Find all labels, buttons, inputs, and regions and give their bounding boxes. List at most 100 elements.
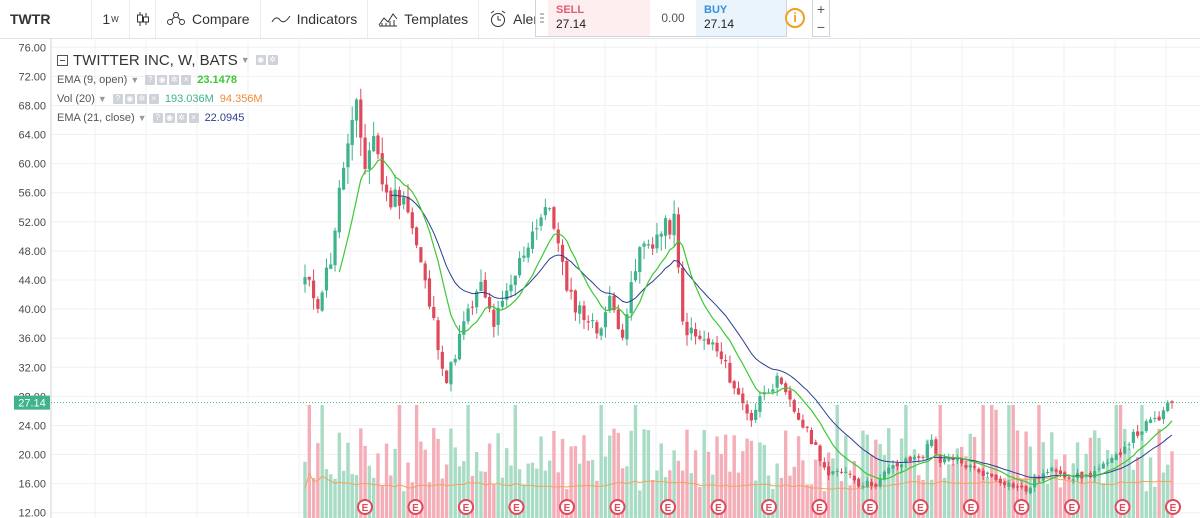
volume-bar (736, 472, 741, 518)
caret-down-icon[interactable]: ▼ (137, 112, 147, 123)
eye-icon[interactable]: ◉ (255, 55, 266, 65)
volume-bar (711, 474, 715, 518)
candle-body (930, 439, 934, 447)
help-icon[interactable]: ? (152, 112, 163, 123)
symbol-search[interactable]: TWTR (0, 0, 92, 38)
zoom-out-button[interactable]: − (816, 19, 826, 35)
y-tick-label: 48.00 (18, 246, 46, 258)
candle-body (359, 99, 363, 138)
volume-bar (1148, 457, 1153, 518)
close-icon[interactable]: × (148, 93, 159, 104)
candle-body (526, 247, 530, 258)
collapse-icon[interactable] (57, 54, 68, 66)
close-icon[interactable]: × (188, 112, 199, 123)
volume-bar (642, 429, 646, 518)
volume-bar (359, 428, 363, 518)
volume-bar (311, 477, 316, 518)
volume-bar (1161, 472, 1166, 518)
help-icon[interactable]: ? (112, 93, 123, 104)
chart-style-button[interactable] (130, 0, 156, 38)
candle-body (857, 478, 861, 487)
volume-bar (560, 438, 565, 518)
settings-icon[interactable]: ✲ (267, 55, 278, 65)
volume-bar (805, 484, 809, 518)
candle-body (663, 218, 668, 236)
candle-body (917, 456, 921, 458)
volume-bar (406, 462, 410, 518)
caret-down-icon[interactable]: ▼ (130, 74, 140, 85)
candle-body (711, 342, 715, 345)
zoom-in-button[interactable]: + (816, 1, 826, 17)
candle-body (728, 362, 732, 383)
alert-button[interactable]: Alert (479, 0, 552, 38)
candle-body (535, 228, 539, 230)
volume-bar (466, 405, 470, 518)
caret-down-icon[interactable]: ▼ (97, 93, 107, 104)
candle-body (681, 267, 685, 322)
candle-body (869, 481, 874, 486)
volume-bar (414, 405, 419, 518)
eye-icon[interactable]: ◉ (157, 74, 168, 85)
candle-body (337, 187, 341, 233)
volume-bar (698, 486, 702, 518)
candle-body (736, 388, 741, 395)
templates-button[interactable]: Templates (368, 0, 480, 38)
candle-body (693, 329, 698, 337)
help-icon[interactable]: ? (145, 74, 156, 85)
candles-icon (136, 11, 150, 27)
candle-body (1033, 478, 1037, 488)
settings-icon[interactable]: ✲ (169, 74, 180, 85)
volume-bar (483, 471, 487, 518)
candle-body (698, 335, 702, 339)
candle-body (1123, 446, 1127, 454)
volume-bar (865, 434, 869, 518)
volume-bar (994, 409, 998, 518)
close-icon[interactable]: × (181, 74, 192, 85)
settings-icon[interactable]: ✲ (176, 112, 187, 123)
candle-body (1058, 470, 1063, 474)
volume-bar (784, 430, 788, 518)
earnings-label: E (917, 503, 924, 514)
buy-label: BUY (704, 4, 728, 16)
settings-icon[interactable]: ✲ (136, 93, 147, 104)
volume-bar (681, 470, 685, 518)
candle-body (1024, 485, 1028, 492)
candle-body (955, 459, 959, 461)
volume-bar (496, 433, 500, 518)
volume-bar (1131, 469, 1136, 518)
earnings-label: E (564, 503, 571, 514)
buy-button[interactable]: BUY 27.14 (696, 0, 786, 36)
candle-body (848, 473, 852, 475)
volume-bar (444, 464, 449, 518)
candle-body (706, 338, 711, 345)
ema21-label: EMA (21, close) (57, 111, 135, 124)
candle-body (805, 426, 809, 428)
earnings-label: E (463, 503, 470, 514)
y-tick-label: 76.00 (18, 42, 46, 54)
sell-button[interactable]: SELL 27.14 (548, 0, 650, 36)
volume-bar (1002, 478, 1007, 518)
candle-body (324, 267, 329, 291)
volume-bar (1153, 486, 1157, 518)
eye-icon[interactable]: ◉ (164, 112, 175, 123)
price-chart[interactable]: 12.0016.0020.0024.0028.0032.0036.0040.00… (0, 38, 1200, 518)
candle-body (350, 120, 354, 146)
eye-icon[interactable]: ◉ (124, 93, 135, 104)
indicators-button[interactable]: Indicators (261, 0, 369, 38)
caret-down-icon[interactable]: ▼ (240, 55, 250, 65)
y-tick-label: 72.00 (18, 71, 46, 83)
info-icon[interactable]: i (785, 8, 805, 28)
volume-bar (303, 461, 307, 518)
candle-body (1170, 401, 1174, 403)
candle-body (1003, 482, 1007, 485)
drag-handle-icon[interactable] (536, 0, 548, 36)
volume-bar (569, 446, 573, 518)
volume-bar (419, 441, 423, 518)
candle-body (775, 375, 779, 388)
volume-bar (1011, 405, 1015, 518)
compare-button[interactable]: Compare (156, 0, 261, 38)
volume-bar (547, 460, 552, 518)
candle-body (861, 486, 865, 488)
legend-vol-row: Vol (20) ▼ ? ◉ ✲ × 193.036M 94.356M (57, 89, 284, 108)
